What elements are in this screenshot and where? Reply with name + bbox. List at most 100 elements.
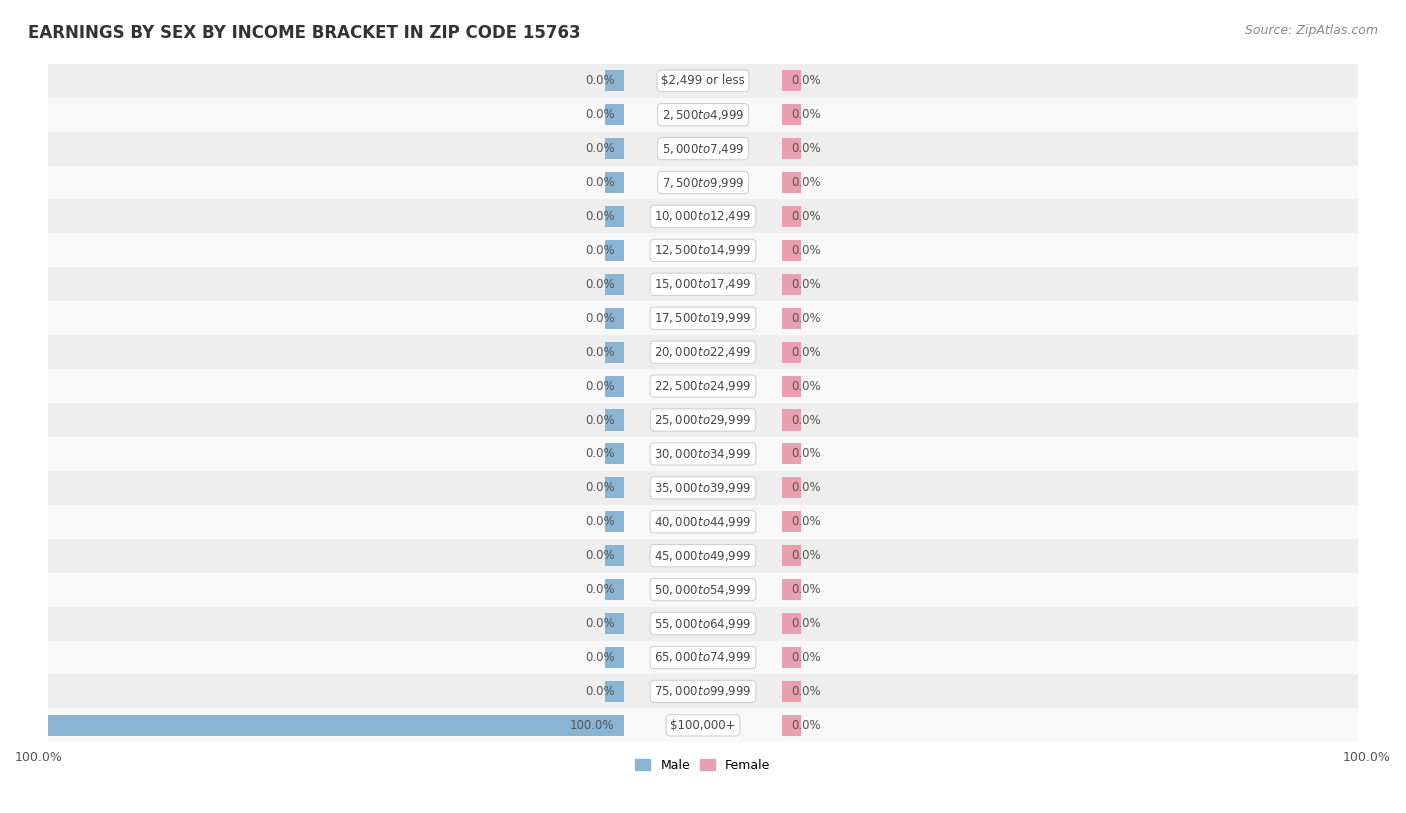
Text: 0.0%: 0.0% — [585, 414, 614, 427]
Bar — [48, 335, 1358, 369]
Bar — [605, 477, 624, 498]
Text: $2,499 or less: $2,499 or less — [661, 74, 745, 87]
Text: 0.0%: 0.0% — [585, 74, 614, 87]
Text: 0.0%: 0.0% — [585, 311, 614, 324]
Bar — [782, 511, 801, 533]
Bar — [782, 579, 801, 600]
Text: 0.0%: 0.0% — [585, 447, 614, 460]
Text: $35,000 to $39,999: $35,000 to $39,999 — [654, 480, 752, 495]
Text: $7,500 to $9,999: $7,500 to $9,999 — [662, 176, 744, 189]
Bar — [605, 511, 624, 533]
Text: 0.0%: 0.0% — [792, 108, 821, 121]
Bar — [782, 376, 801, 397]
Bar — [605, 443, 624, 464]
Text: 0.0%: 0.0% — [585, 685, 614, 698]
Text: 100.0%: 100.0% — [569, 719, 614, 732]
Text: 0.0%: 0.0% — [585, 142, 614, 155]
Bar — [48, 403, 1358, 437]
Bar — [48, 572, 1358, 606]
Bar — [782, 477, 801, 498]
Bar — [48, 675, 1358, 708]
Bar — [782, 206, 801, 227]
Text: 0.0%: 0.0% — [585, 583, 614, 596]
Text: 0.0%: 0.0% — [585, 176, 614, 189]
Bar — [605, 410, 624, 431]
Bar — [782, 172, 801, 193]
Text: 0.0%: 0.0% — [792, 142, 821, 155]
Bar — [782, 307, 801, 328]
Bar — [782, 443, 801, 464]
Text: $15,000 to $17,499: $15,000 to $17,499 — [654, 277, 752, 291]
Bar — [605, 206, 624, 227]
Bar — [605, 341, 624, 363]
Text: 0.0%: 0.0% — [585, 481, 614, 494]
Bar — [605, 613, 624, 634]
Text: 0.0%: 0.0% — [792, 719, 821, 732]
Bar — [48, 708, 1358, 742]
Text: 0.0%: 0.0% — [792, 74, 821, 87]
Bar — [48, 437, 1358, 471]
Text: 0.0%: 0.0% — [585, 210, 614, 223]
Bar — [48, 267, 1358, 302]
Bar — [782, 715, 801, 736]
Text: 0.0%: 0.0% — [792, 311, 821, 324]
Bar — [605, 274, 624, 295]
Bar — [782, 104, 801, 125]
Bar — [782, 647, 801, 668]
Bar — [782, 613, 801, 634]
Text: 0.0%: 0.0% — [585, 278, 614, 291]
Bar — [48, 166, 1358, 199]
Bar — [782, 70, 801, 91]
Bar — [48, 471, 1358, 505]
Bar — [782, 240, 801, 261]
Bar — [48, 132, 1358, 166]
Bar — [605, 240, 624, 261]
Text: $50,000 to $54,999: $50,000 to $54,999 — [654, 583, 752, 597]
Bar — [605, 579, 624, 600]
Bar — [48, 98, 1358, 132]
Legend: Male, Female: Male, Female — [630, 754, 776, 776]
Text: $75,000 to $99,999: $75,000 to $99,999 — [654, 685, 752, 698]
Text: 0.0%: 0.0% — [792, 414, 821, 427]
Bar — [605, 104, 624, 125]
Text: 0.0%: 0.0% — [585, 108, 614, 121]
Bar — [782, 410, 801, 431]
Bar — [48, 233, 1358, 267]
Bar — [48, 715, 624, 736]
Text: 0.0%: 0.0% — [792, 380, 821, 393]
Bar — [48, 302, 1358, 335]
Bar — [782, 341, 801, 363]
Text: 0.0%: 0.0% — [585, 651, 614, 664]
Text: EARNINGS BY SEX BY INCOME BRACKET IN ZIP CODE 15763: EARNINGS BY SEX BY INCOME BRACKET IN ZIP… — [28, 24, 581, 42]
Text: $12,500 to $14,999: $12,500 to $14,999 — [654, 243, 752, 258]
Text: $30,000 to $34,999: $30,000 to $34,999 — [654, 447, 752, 461]
Bar — [48, 369, 1358, 403]
Text: 0.0%: 0.0% — [792, 346, 821, 359]
Text: 0.0%: 0.0% — [585, 380, 614, 393]
Text: 0.0%: 0.0% — [792, 481, 821, 494]
Text: 0.0%: 0.0% — [792, 651, 821, 664]
Text: $22,500 to $24,999: $22,500 to $24,999 — [654, 379, 752, 393]
Text: 0.0%: 0.0% — [585, 515, 614, 528]
Bar — [782, 681, 801, 702]
Text: $5,000 to $7,499: $5,000 to $7,499 — [662, 141, 744, 155]
Text: $100,000+: $100,000+ — [671, 719, 735, 732]
Text: 0.0%: 0.0% — [792, 447, 821, 460]
Text: $40,000 to $44,999: $40,000 to $44,999 — [654, 515, 752, 528]
Text: 0.0%: 0.0% — [792, 176, 821, 189]
Bar — [605, 172, 624, 193]
Text: 0.0%: 0.0% — [792, 515, 821, 528]
Text: 0.0%: 0.0% — [792, 550, 821, 563]
Bar — [605, 681, 624, 702]
Text: 0.0%: 0.0% — [792, 617, 821, 630]
Bar — [605, 647, 624, 668]
Text: 0.0%: 0.0% — [585, 244, 614, 257]
Text: 0.0%: 0.0% — [792, 244, 821, 257]
Text: 0.0%: 0.0% — [792, 210, 821, 223]
Bar — [48, 505, 1358, 539]
Bar — [782, 546, 801, 566]
Text: 0.0%: 0.0% — [585, 617, 614, 630]
Bar — [48, 63, 1358, 98]
Text: 100.0%: 100.0% — [1343, 750, 1391, 763]
Text: $65,000 to $74,999: $65,000 to $74,999 — [654, 650, 752, 664]
